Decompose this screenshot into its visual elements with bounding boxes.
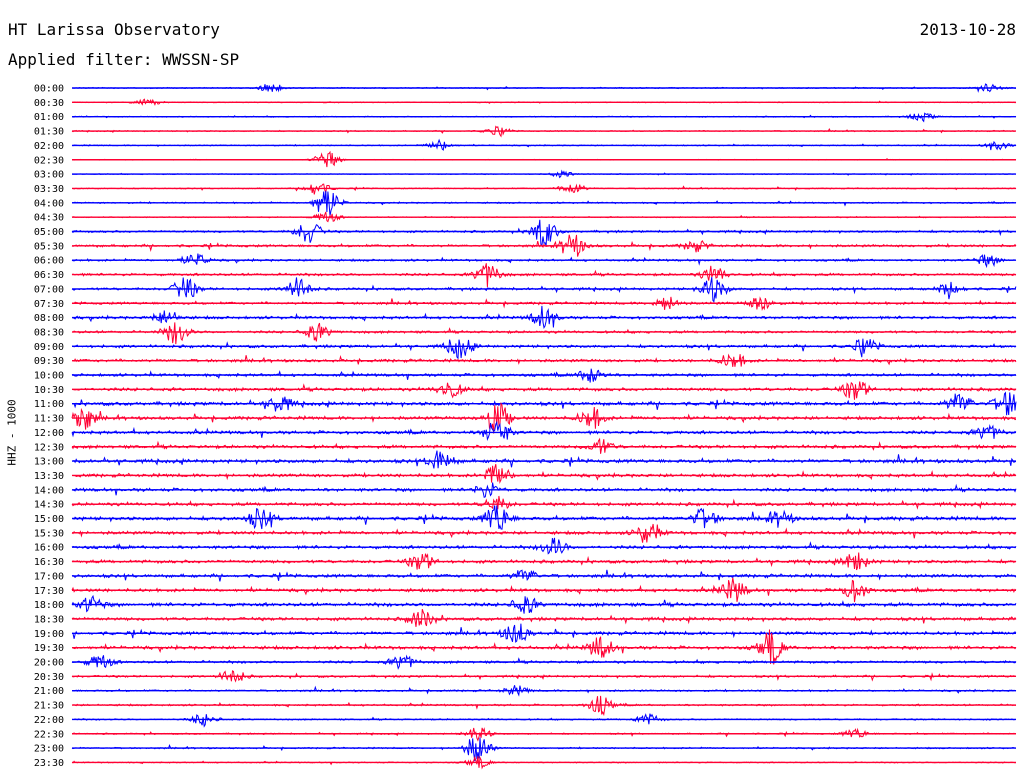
trace-time-label: 12:30	[34, 442, 64, 453]
trace-time-label: 07:30	[34, 299, 64, 310]
seismogram-trace	[71, 381, 1017, 400]
seismogram-trace	[71, 305, 1017, 329]
trace-time-label: 14:00	[34, 485, 64, 496]
seismogram-trace	[71, 609, 1017, 627]
trace-time-label: 06:30	[34, 270, 64, 281]
trace-time-label: 23:30	[34, 758, 64, 769]
trace-time-label: 15:00	[34, 514, 64, 525]
filter-label: Applied filter: WWSSN-SP	[8, 50, 240, 69]
trace-time-label: 00:00	[34, 84, 64, 95]
trace-time-label: 05:30	[34, 241, 64, 252]
trace-time-label: 06:00	[34, 256, 64, 267]
trace-time-label: 05:00	[34, 227, 64, 238]
trace-time-label: 04:30	[34, 213, 64, 224]
seismogram-trace	[71, 219, 1017, 248]
record-date: 2013-10-28	[919, 20, 1016, 39]
trace-time-label: 02:30	[34, 155, 64, 166]
trace-time-label: 03:30	[34, 184, 64, 195]
trace-time-label: 22:30	[34, 729, 64, 740]
trace-time-label: 17:00	[34, 571, 64, 582]
trace-time-label: 17:30	[34, 586, 64, 597]
trace-time-label: 12:00	[34, 428, 64, 439]
trace-time-label: 23:00	[34, 744, 64, 755]
trace-time-label: 08:00	[34, 313, 64, 324]
trace-time-label: 21:30	[34, 701, 64, 712]
trace-time-label: 19:30	[34, 643, 64, 654]
trace-time-label: 03:00	[34, 170, 64, 181]
seismogram-trace	[71, 338, 1017, 360]
seismogram-trace	[71, 737, 1017, 762]
trace-time-label: 08:30	[34, 327, 64, 338]
seismogram-trace	[71, 495, 1017, 510]
trace-time-label: 09:00	[34, 342, 64, 353]
trace-time-label: 20:00	[34, 658, 64, 669]
trace-time-label: 07:00	[34, 284, 64, 295]
trace-time-label: 04:00	[34, 198, 64, 209]
trace-time-label: 21:00	[34, 686, 64, 697]
seismogram-trace	[71, 464, 1017, 485]
trace-time-label: 13:30	[34, 471, 64, 482]
trace-time-label: 15:30	[34, 528, 64, 539]
trace-time-label: 00:30	[34, 98, 64, 109]
seismogram-trace	[71, 505, 1017, 530]
seismogram-trace	[71, 537, 1017, 555]
trace-time-label: 10:00	[34, 371, 64, 382]
trace-time-label: 13:00	[34, 457, 64, 468]
seismogram-trace	[71, 183, 1017, 195]
trace-time-label: 22:00	[34, 715, 64, 726]
trace-time-label: 20:30	[34, 672, 64, 683]
trace-time-label: 10:30	[34, 385, 64, 396]
observatory-title: HT Larissa Observatory	[8, 20, 220, 39]
trace-time-label: 02:00	[34, 141, 64, 152]
trace-time-label: 01:00	[34, 112, 64, 123]
trace-time-label: 09:30	[34, 356, 64, 367]
seismogram-trace	[71, 391, 1017, 416]
trace-time-label: 16:00	[34, 543, 64, 554]
trace-time-label: 11:30	[34, 414, 64, 425]
seismogram-trace	[71, 420, 1017, 442]
trace-time-label: 18:30	[34, 614, 64, 625]
trace-time-label: 11:00	[34, 399, 64, 410]
trace-time-label: 19:00	[34, 629, 64, 640]
trace-time-label: 01:30	[34, 127, 64, 138]
trace-time-label: 18:00	[34, 600, 64, 611]
trace-time-label: 16:30	[34, 557, 64, 568]
seismogram-trace	[71, 450, 1017, 469]
trace-time-label: 14:30	[34, 500, 64, 511]
